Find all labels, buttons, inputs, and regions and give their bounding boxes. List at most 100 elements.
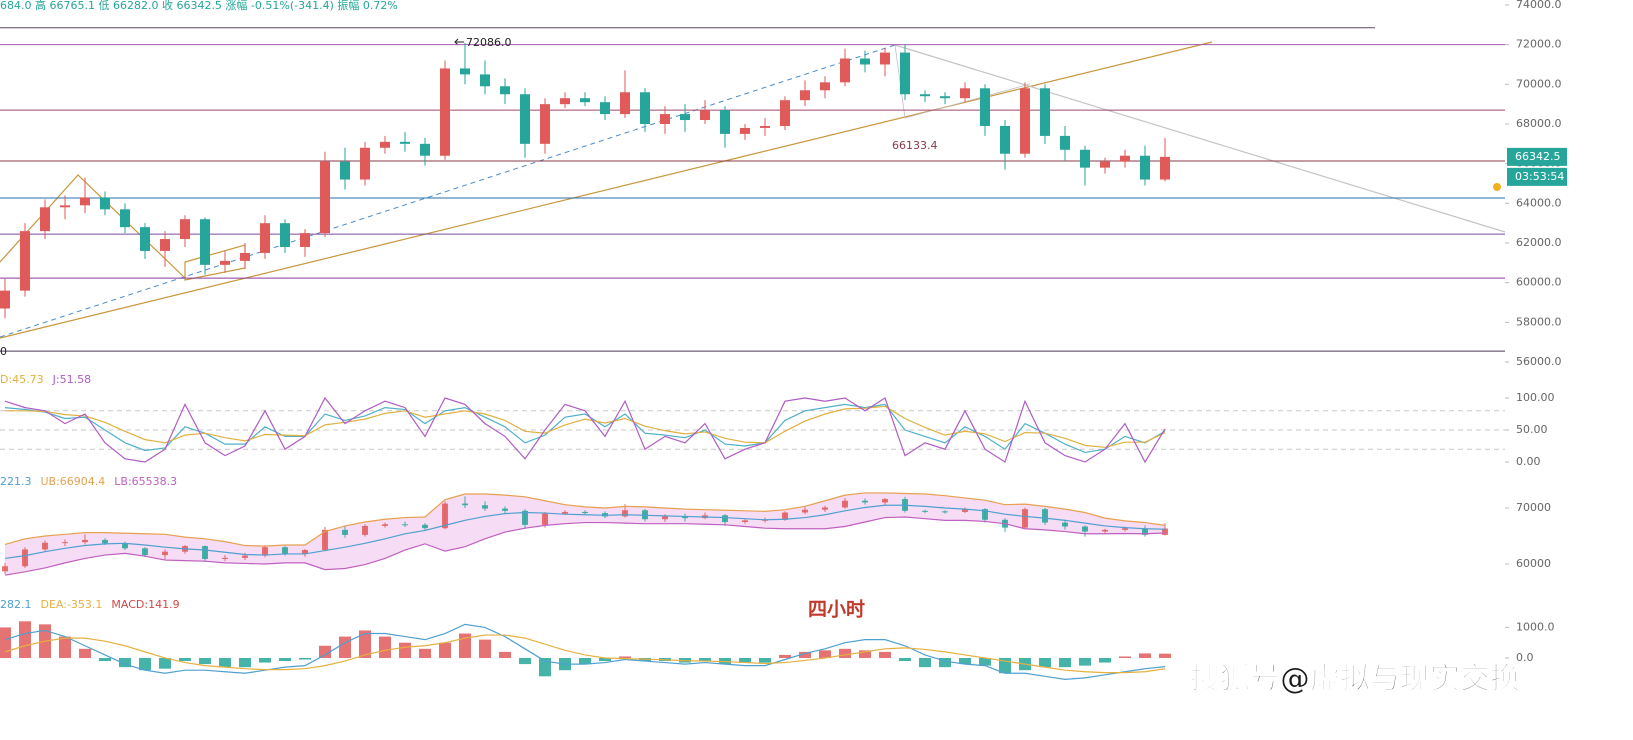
candle-body bbox=[520, 94, 530, 144]
macd-bar bbox=[99, 657, 111, 662]
y-tick-label: 70000 bbox=[1516, 501, 1551, 514]
candle-body bbox=[162, 551, 168, 556]
candle-body bbox=[1160, 156, 1170, 180]
candle-body bbox=[482, 505, 488, 509]
y-tick-label: 60000.0 bbox=[1516, 276, 1562, 289]
candle-body bbox=[22, 549, 28, 567]
macd-bar bbox=[739, 657, 751, 663]
macd-bar bbox=[799, 651, 811, 658]
candle-body bbox=[402, 524, 408, 526]
candle-body bbox=[1020, 88, 1030, 154]
candle-body bbox=[880, 52, 890, 65]
macd-bar bbox=[519, 657, 531, 665]
macd-bar bbox=[259, 657, 271, 663]
candle-body bbox=[60, 205, 70, 208]
candle-body bbox=[522, 510, 528, 525]
candle-body bbox=[680, 114, 690, 121]
macd-bar bbox=[839, 648, 851, 658]
candle-body bbox=[780, 100, 790, 126]
candle-body bbox=[160, 239, 170, 251]
macd-bar bbox=[439, 642, 451, 658]
trend-line bbox=[894, 44, 1506, 233]
dashed-trend-line bbox=[0, 44, 896, 338]
price-label-box bbox=[1507, 147, 1567, 166]
macd-bar bbox=[279, 657, 291, 662]
candle-body bbox=[562, 511, 568, 514]
candle-body bbox=[502, 508, 508, 511]
candle-body bbox=[422, 524, 428, 529]
macd-bar bbox=[1039, 657, 1051, 668]
y-tick-label: 100.00 bbox=[1516, 391, 1555, 404]
trend-line bbox=[0, 41, 1213, 339]
y-tick-label: 56000.0 bbox=[1516, 355, 1562, 368]
candle-body bbox=[560, 98, 570, 105]
y-tick-label: 60000 bbox=[1516, 557, 1551, 570]
candle-body bbox=[400, 141, 410, 144]
macd-bar bbox=[0, 627, 11, 658]
macd-bar bbox=[419, 648, 431, 658]
candle-body bbox=[582, 511, 588, 514]
y-tick-label: 50.00 bbox=[1516, 423, 1548, 436]
macd-bar bbox=[299, 657, 311, 660]
candle-body bbox=[862, 500, 868, 503]
candle-body bbox=[120, 209, 130, 228]
candle-body bbox=[500, 86, 510, 95]
candle-body bbox=[322, 529, 328, 551]
macd-bar bbox=[959, 657, 971, 665]
candle-body bbox=[622, 510, 628, 517]
macd-bar bbox=[579, 657, 591, 665]
annotation: 0 bbox=[0, 345, 7, 358]
candle-body bbox=[260, 223, 270, 253]
indicator-line bbox=[4, 396, 1166, 464]
y-tick-label: 74000.0 bbox=[1516, 0, 1562, 11]
candle-body bbox=[1162, 528, 1168, 535]
candle-body bbox=[1042, 509, 1048, 523]
candle-body bbox=[800, 90, 810, 101]
legend-entry: 221.3 bbox=[0, 475, 32, 488]
macd-bar bbox=[399, 642, 411, 658]
indicator-line bbox=[4, 504, 1166, 560]
macd-bar bbox=[859, 650, 871, 658]
legend-entry: MACD:141.9 bbox=[111, 598, 179, 611]
macd-bar bbox=[59, 636, 71, 658]
macd-bar bbox=[939, 657, 951, 668]
candle-body bbox=[782, 512, 788, 520]
indicator-line bbox=[4, 623, 1166, 680]
candle-body bbox=[760, 125, 770, 128]
macd-bar bbox=[379, 636, 391, 658]
macd-bar bbox=[479, 639, 491, 658]
macd-bar bbox=[779, 654, 791, 658]
candle-body bbox=[662, 516, 668, 520]
indicator-line bbox=[5, 405, 1166, 448]
candle-body bbox=[942, 511, 948, 513]
candle-body bbox=[2, 566, 8, 572]
candle-body bbox=[700, 110, 710, 121]
candle-body bbox=[722, 515, 728, 523]
candle-body bbox=[82, 539, 88, 543]
legend-entry: DEA:-353.1 bbox=[41, 598, 103, 611]
candle-body bbox=[302, 550, 308, 554]
candle-body bbox=[1040, 88, 1050, 136]
candle-body bbox=[122, 543, 128, 549]
candle-body bbox=[1022, 509, 1028, 528]
y-tick-label: 72000.0 bbox=[1516, 38, 1562, 51]
candle-body bbox=[900, 52, 910, 95]
macd-bar bbox=[119, 657, 131, 668]
macd-bar bbox=[319, 645, 331, 658]
candle-body bbox=[202, 546, 208, 559]
legend-entry: UB:66904.4 bbox=[41, 475, 106, 488]
candle-body bbox=[102, 539, 108, 544]
candle-body bbox=[300, 233, 310, 247]
candle-body bbox=[640, 92, 650, 124]
candle-body bbox=[242, 555, 248, 558]
macd-bar bbox=[1059, 657, 1071, 668]
candle-body bbox=[142, 548, 148, 556]
candle-body bbox=[860, 58, 870, 65]
legend-entry: J:51.58 bbox=[52, 373, 91, 386]
legend-entry: 282.1 bbox=[0, 598, 32, 611]
candle-body bbox=[1102, 529, 1108, 532]
legend-entry: D:45.73 bbox=[0, 373, 44, 386]
countdown-box bbox=[1507, 167, 1567, 186]
macd-bar bbox=[879, 651, 891, 658]
ohlc-header: 684.0 高 66765.1 低 66282.0 收 66342.5 涨幅 -… bbox=[0, 0, 398, 12]
